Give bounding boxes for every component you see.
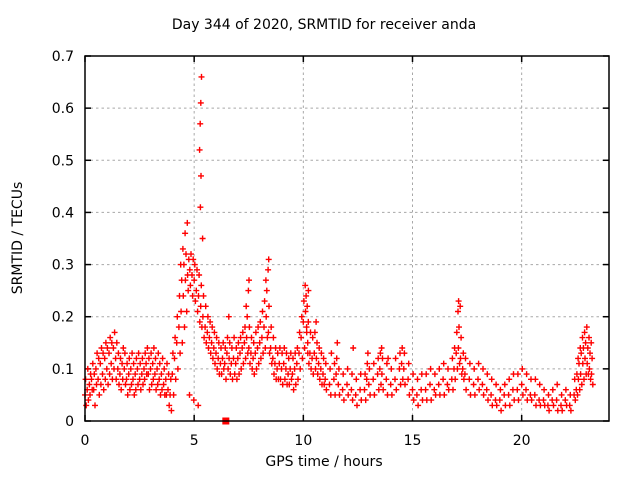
y-tick-label: 0.4 — [52, 205, 74, 221]
y-tick-label: 0.2 — [52, 310, 74, 326]
data-points — [82, 73, 596, 414]
chart-title: Day 344 of 2020, SRMTID for receiver and… — [172, 17, 476, 33]
x-tick-label: 0 — [81, 433, 90, 449]
y-tick-label: 0.6 — [52, 101, 74, 117]
y-tick-label: 0.7 — [52, 49, 74, 65]
y-tick-label: 0.5 — [52, 153, 74, 169]
x-tick-label: 5 — [190, 433, 199, 449]
plot-border — [84, 55, 610, 422]
x-tick-label: 20 — [513, 433, 531, 449]
y-axis-label: SRMTID / TECUs — [10, 182, 26, 295]
x-axis-label: GPS time / hours — [265, 454, 382, 470]
x-tick-label: 10 — [294, 433, 312, 449]
x-tick-label: 15 — [404, 433, 422, 449]
y-tick-label: 0.1 — [52, 362, 74, 378]
y-tick-label: 0.3 — [52, 258, 74, 274]
plot-area: 0 5 10 15 20 0 0.1 0.2 0.3 0.4 0.5 0.6 0.7 — [52, 49, 610, 449]
y-tick-label: 0 — [65, 414, 74, 430]
